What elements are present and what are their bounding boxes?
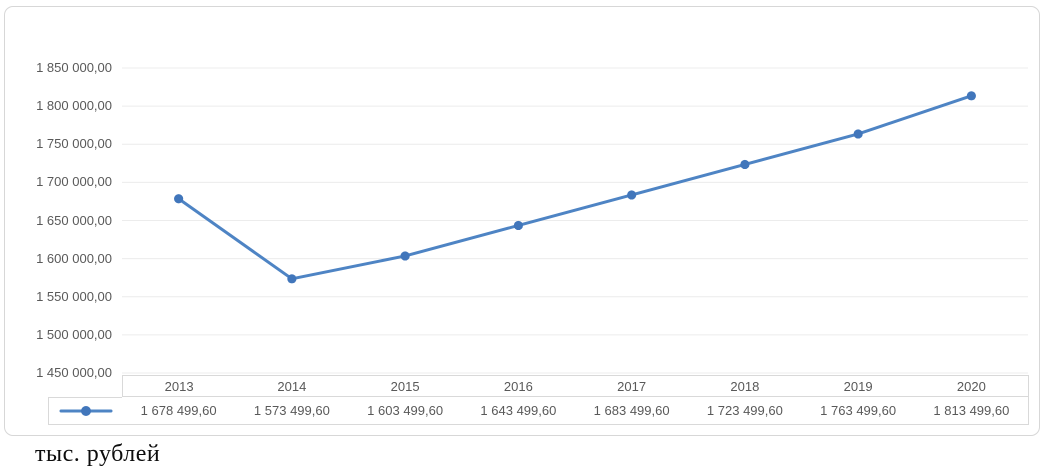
data-table-value-cell: 1 683 499,60: [575, 397, 690, 425]
legend-key-cell: [48, 397, 123, 425]
y-axis-tick-label: 1 700 000,00: [36, 174, 112, 190]
y-axis-tick-label: 1 550 000,00: [36, 288, 112, 304]
data-point-marker: [966, 91, 976, 101]
data-point-marker: [174, 194, 184, 204]
data-point-marker: [853, 129, 863, 139]
y-axis-tick-label: 1 850 000,00: [36, 60, 112, 75]
data-table-value-cell: 1 763 499,60: [801, 397, 916, 425]
data-table-year-header: 2015: [348, 375, 463, 397]
data-table-value-cell: 1 678 499,60: [122, 397, 237, 425]
series-markers: [174, 91, 976, 284]
data-table-year-header: 2013: [122, 375, 237, 397]
data-table-year-header: 2016: [461, 375, 576, 397]
data-table-value-cell: 1 643 499,60: [461, 397, 576, 425]
data-table-value-cell: 1 573 499,60: [235, 397, 350, 425]
data-point-marker: [740, 159, 750, 170]
data-table-value-cell: 1 603 499,60: [348, 397, 463, 425]
data-table-year-header: 2019: [801, 375, 916, 397]
data-point-marker: [627, 190, 637, 200]
data-table-year-header: 2018: [688, 375, 803, 397]
data-table: 2013 2014 2015 2016 2017 2018 2019 2020 1 678 4…: [48, 375, 1029, 425]
legend-line-marker-icon: [59, 406, 112, 416]
data-point-marker: [513, 220, 523, 231]
y-axis-tick-label: 1 600 000,00: [36, 250, 112, 266]
y-axis-tick-label: 1 500 000,00: [36, 326, 112, 342]
data-table-value-cell: 1 813 499,60: [914, 397, 1029, 425]
data-point-marker: [400, 251, 410, 261]
series-polyline: [177, 94, 973, 281]
y-axis-tick-label: 1 450 000,00: [36, 365, 112, 380]
data-table-year-header: 2017: [575, 375, 690, 397]
data-point-marker: [287, 274, 297, 284]
series-line: [177, 94, 973, 281]
gridlines: [122, 67, 1028, 374]
data-table-year-header: 2014: [235, 375, 350, 397]
data-table-value-cell: 1 723 499,60: [688, 397, 803, 425]
y-axis-tick-label: 1 800 000,00: [36, 98, 112, 114]
data-table-year-header: 2020: [914, 375, 1029, 397]
y-axis-tick-label: 1 750 000,00: [36, 136, 112, 152]
y-axis-tick-label: 1 650 000,00: [36, 212, 112, 228]
units-caption: тыс. рублей: [35, 441, 161, 467]
